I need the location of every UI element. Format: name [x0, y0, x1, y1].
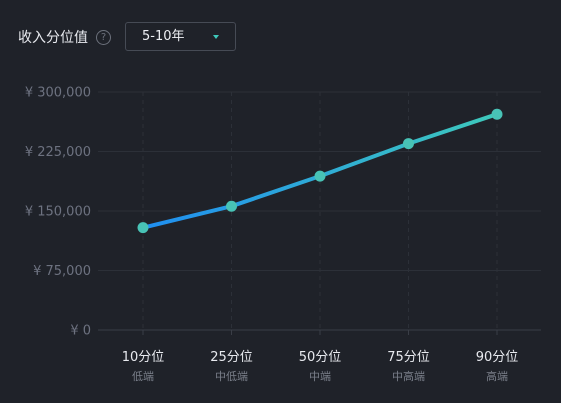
data-point[interactable]	[403, 138, 414, 150]
grid	[98, 91, 541, 331]
question-circle-icon[interactable]: ?	[96, 29, 111, 45]
y-tick-label: ¥ 75,000	[33, 264, 91, 279]
chart-title-label: 收入分位值	[18, 30, 88, 46]
caret-down-icon	[213, 35, 219, 39]
x-tick-sublabel: 中低端	[215, 370, 248, 383]
header: 收入分位值 ?	[18, 22, 111, 52]
x-tick-sublabel: 中高端	[392, 369, 425, 383]
data-points	[137, 108, 503, 234]
y-tick-label: ¥ 0	[70, 324, 91, 339]
x-tick-sublabel: 低端	[132, 370, 154, 383]
select-value: 5-10年	[142, 29, 185, 44]
x-tick-sublabel: 中端	[309, 370, 331, 383]
y-tick-label: ¥ 300,000	[25, 86, 91, 101]
y-tick-label: ¥ 150,000	[25, 205, 91, 220]
data-point[interactable]	[226, 200, 237, 212]
y-tick-label: ¥ 225,000	[25, 145, 91, 160]
data-point[interactable]	[491, 108, 503, 120]
experience-select[interactable]: 5-10年	[125, 22, 236, 51]
data-point[interactable]	[137, 222, 149, 234]
x-tick-label: 90分位	[476, 350, 519, 365]
x-tick-sublabel: 高端	[486, 369, 508, 383]
x-tick-label: 25分位	[210, 350, 253, 365]
y-axis: ¥ 0 ¥ 75,000 ¥ 150,000 ¥ 225,000 ¥ 300,000	[25, 86, 91, 339]
data-point[interactable]	[314, 170, 326, 182]
x-tick-label: 10分位	[122, 350, 165, 365]
x-tick-label: 75分位	[387, 350, 430, 365]
x-tick-label: 50分位	[299, 350, 342, 365]
